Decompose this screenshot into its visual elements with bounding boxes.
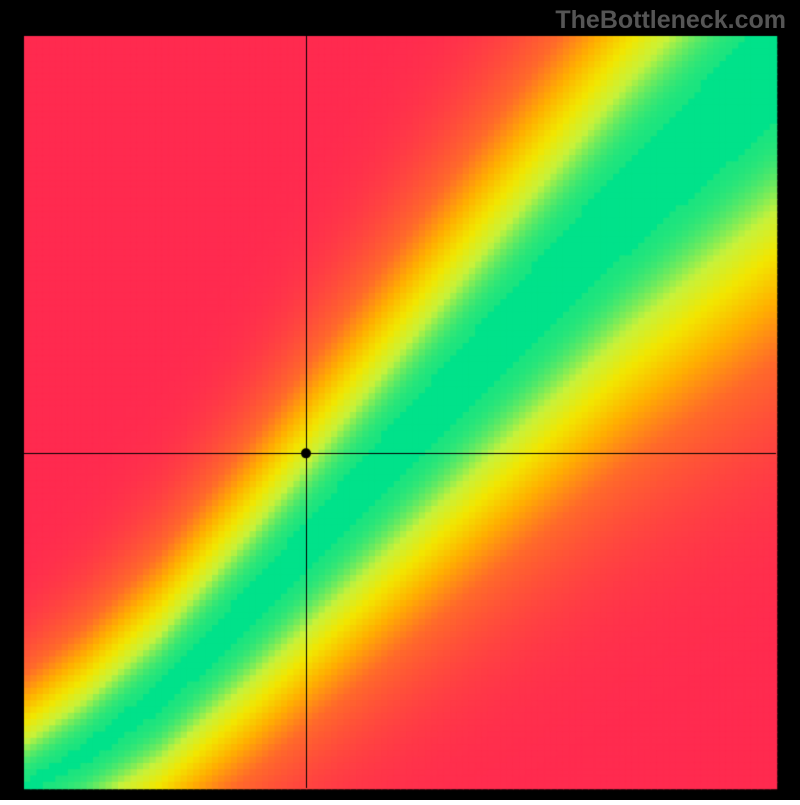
heatmap-chart bbox=[0, 0, 800, 805]
watermark-text: TheBottleneck.com bbox=[555, 6, 786, 35]
heatmap-canvas bbox=[0, 0, 800, 800]
